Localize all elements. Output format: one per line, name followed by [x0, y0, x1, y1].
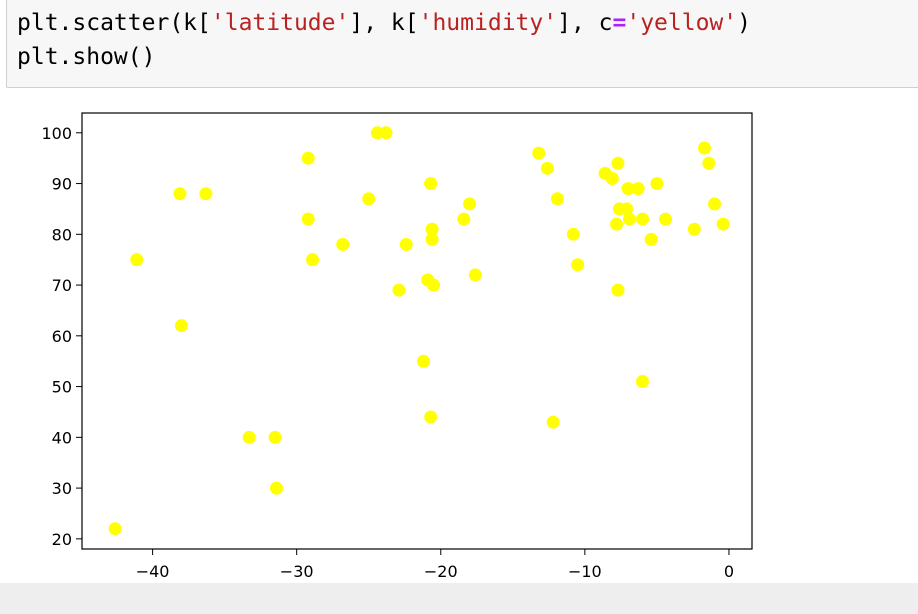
scatter-point [268, 430, 282, 444]
code-token: plt.show() [17, 44, 156, 70]
scatter-point [611, 156, 625, 170]
x-tick-label: −10 [568, 562, 602, 581]
scatter-point [571, 258, 585, 272]
scatter-point [708, 197, 722, 211]
x-tick-label: −20 [424, 562, 458, 581]
code-token: 'latitude' [210, 10, 350, 36]
scatter-point [174, 319, 188, 333]
scatter-point [463, 197, 477, 211]
y-tick-label: 40 [52, 428, 72, 447]
code-line: plt.scatter(k['latitude'], k['humidity']… [17, 10, 751, 36]
scatter-point [635, 212, 649, 226]
scatter-point [621, 182, 635, 196]
scatter-point [379, 126, 393, 140]
scatter-point [566, 227, 580, 241]
scatter-point [301, 151, 315, 165]
scatter-point [336, 237, 350, 251]
scatter-point [425, 222, 439, 236]
y-tick-label: 90 [52, 175, 72, 194]
scatter-point [427, 278, 441, 292]
y-tick-label: 50 [52, 378, 72, 397]
scatter-point [635, 375, 649, 389]
scatter-point [425, 232, 439, 246]
scatter-point [130, 253, 144, 267]
y-tick-label: 30 [52, 479, 72, 498]
scatter-point [424, 177, 438, 191]
scatter-point [532, 146, 546, 160]
scatter-point [644, 232, 658, 246]
scatter-point [362, 192, 376, 206]
scatter-point [242, 430, 256, 444]
scatter-point [416, 354, 430, 368]
code-token: ], c [557, 10, 613, 36]
scatter-point [457, 212, 471, 226]
x-tick-label: −40 [136, 562, 170, 581]
scatter-point [610, 217, 624, 231]
scatter-point [399, 237, 413, 251]
scatter-point [650, 177, 664, 191]
scatter-point [540, 161, 554, 175]
scatter-point [605, 171, 619, 185]
chart: 20 30 40 50 60 70 80 90 100 −40 −30 −20 −10 0 [41, 112, 753, 581]
axes-frame [81, 112, 753, 550]
scatter-point [631, 182, 645, 196]
scatter-point [306, 253, 320, 267]
scatter-point [546, 415, 560, 429]
scatter-point [173, 187, 187, 201]
code-token: plt.scatter(k[ [17, 10, 211, 36]
scatter-point [424, 410, 438, 424]
scatter-point [108, 522, 122, 536]
y-tick-label: 70 [52, 276, 72, 295]
y-tick-label: 20 [52, 530, 72, 549]
scatter-point [550, 192, 564, 206]
code-cell[interactable]: plt.scatter(k['latitude'], k['humidity']… [6, 0, 918, 88]
x-tick-label: −30 [280, 562, 314, 581]
scatter-point [620, 202, 634, 216]
scatter-point [468, 268, 482, 282]
scatter-point [611, 283, 625, 297]
scatter-point [697, 141, 711, 155]
scatter-point [687, 222, 701, 236]
scatter-point [199, 187, 213, 201]
code-line: plt.show() [17, 44, 155, 70]
scatter-point [623, 212, 637, 226]
x-tick-label: 0 [724, 562, 734, 581]
scatter-point [702, 156, 716, 170]
scatter-point [270, 481, 284, 495]
scatter-point [392, 283, 406, 297]
code-token: ], k[ [349, 10, 419, 36]
code-token: 'yellow' [626, 10, 738, 36]
code-token: 'humidity' [418, 10, 558, 36]
code-token: ) [737, 10, 751, 36]
y-tick-label: 80 [52, 225, 72, 244]
footer-strip [0, 583, 918, 614]
y-tick-label: 60 [52, 327, 72, 346]
scatter-point [659, 212, 673, 226]
code-token: = [612, 10, 627, 36]
scatter-point [301, 212, 315, 226]
y-tick-label: 100 [41, 124, 72, 143]
scatter-point [716, 217, 730, 231]
